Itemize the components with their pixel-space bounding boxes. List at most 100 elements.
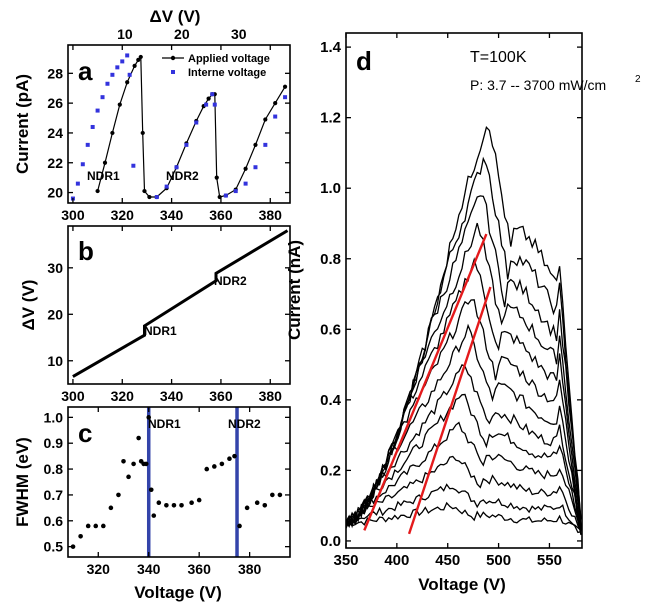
point-applied-voltage [132, 63, 137, 68]
panel-a-legend: Applied voltage Interne voltage [162, 53, 270, 79]
panel-c-label: c [78, 418, 92, 448]
point-fwhm [179, 502, 184, 508]
point-fwhm [136, 435, 141, 441]
point-fwhm [101, 523, 106, 529]
y-tick-label: 22 [47, 155, 63, 171]
panel-c-ndr2-label: NDR2 [228, 417, 261, 431]
panel-d: 350 400 450 500 5500.00.20.40.60.81.01.21.4 … [285, 32, 641, 594]
panel-b-label: b [78, 236, 94, 266]
point-interne-voltage [204, 102, 209, 107]
point-fwhm [121, 459, 126, 464]
point-interne-voltage [223, 193, 228, 198]
point-fwhm [148, 487, 154, 493]
panel-a-frame [67, 44, 291, 204]
panel-c: 320 340 360 380 0.5 0.6 0.7 0.8 0.9 1.0 c FWHM (e… [13, 406, 291, 602]
point-interne-voltage [115, 65, 120, 70]
panel-a: 300 320 340 360 380 20 22 24 26 28 10 20 30 a ΔV (V)… [13, 7, 291, 223]
iv-curve [345, 421, 582, 536]
point-applied-voltage [243, 166, 248, 171]
y-tick-label: 1.0 [320, 180, 341, 197]
point-fwhm [189, 500, 194, 505]
iv-curve [345, 393, 582, 531]
point-fwhm [116, 492, 121, 498]
panel-a-y-axis-title: Current (pA) [13, 74, 32, 174]
point-applied-voltage [206, 96, 211, 101]
panel-d-power-range: P: 3.7 -- 3700 mW/cm [470, 77, 606, 93]
point-interne-voltage [125, 53, 130, 58]
point-applied-voltage [102, 160, 108, 165]
y-tick-label: 0.5 [44, 539, 64, 555]
y-tick-label: 20 [47, 185, 63, 201]
x-tick-label: 500 [486, 552, 511, 569]
point-fwhm [70, 544, 76, 549]
point-applied-voltage [140, 130, 145, 136]
iv-curve [345, 126, 582, 528]
point-fwhm [244, 505, 250, 511]
x-tick-label: 550 [537, 552, 562, 569]
red-guide-line [363, 233, 488, 531]
point-interne-voltage [131, 163, 136, 168]
point-interne-voltage [85, 142, 90, 147]
red-guide-line [407, 286, 492, 535]
legend-marker-interne [171, 70, 175, 74]
point-interne-voltage [75, 181, 80, 186]
panel-d-y-axis-title: Current (nA) [285, 240, 304, 340]
point-interne-voltage [110, 72, 115, 77]
point-interne-voltage [184, 142, 189, 147]
top-x-tick-label: 30 [231, 26, 247, 42]
point-applied-voltage [214, 175, 219, 180]
y-tick-label: 28 [47, 65, 63, 81]
point-interne-voltage [80, 162, 85, 167]
point-fwhm [85, 523, 91, 529]
x-tick-label: 380 [259, 207, 283, 223]
x-tick-label: 320 [111, 207, 135, 223]
point-interne-voltage [263, 142, 268, 147]
panel-b-y-axis-title: ΔV (V) [19, 280, 38, 331]
panel-d-x-axis-title: Voltage (V) [418, 575, 506, 594]
top-x-tick-label: 20 [174, 26, 190, 42]
point-interne-voltage [210, 92, 215, 97]
x-tick-label: 360 [209, 388, 233, 404]
y-tick-label: 24 [47, 125, 63, 141]
iv-curve [345, 323, 582, 532]
panel-b-ndr2-label: NDR2 [214, 274, 247, 288]
point-fwhm [151, 513, 157, 518]
x-tick-label: 350 [333, 552, 358, 569]
x-tick-label: 300 [61, 207, 85, 223]
legend-label-applied: Applied voltage [188, 53, 270, 65]
point-interne-voltage [100, 95, 105, 100]
x-tick-label: 380 [238, 561, 262, 577]
point-fwhm [196, 497, 202, 503]
point-fwhm [108, 505, 114, 511]
y-tick-label: 20 [47, 306, 63, 322]
point-interne-voltage [105, 81, 110, 86]
y-tick-label: 0.9 [44, 435, 64, 451]
y-tick-label: 26 [47, 95, 63, 111]
point-applied-voltage [282, 84, 288, 89]
point-applied-voltage [253, 142, 258, 147]
panel-d-temperature: T=100K [470, 49, 527, 66]
point-fwhm [131, 461, 136, 467]
point-fwhm [227, 456, 232, 462]
point-interne-voltage [233, 189, 238, 194]
point-interne-voltage [95, 108, 100, 113]
panel-b-frame [67, 225, 291, 385]
point-interne-voltage [120, 59, 125, 64]
y-tick-label: 1.4 [320, 39, 342, 56]
iv-curve [345, 455, 582, 532]
y-tick-label: 0.6 [44, 513, 64, 529]
point-fwhm [171, 502, 177, 508]
point-applied-voltage [136, 57, 141, 63]
panel-a-label: a [78, 56, 93, 86]
x-tick-label: 320 [111, 388, 135, 404]
x-tick-label: 340 [160, 388, 184, 404]
panel-c-frame [67, 406, 291, 558]
x-tick-label: 360 [188, 561, 212, 577]
point-applied-voltage [125, 80, 130, 85]
point-fwhm [232, 453, 237, 459]
point-fwhm [204, 466, 210, 472]
y-tick-label: 30 [47, 260, 63, 276]
point-fwhm [277, 492, 283, 498]
point-applied-voltage [117, 102, 122, 107]
